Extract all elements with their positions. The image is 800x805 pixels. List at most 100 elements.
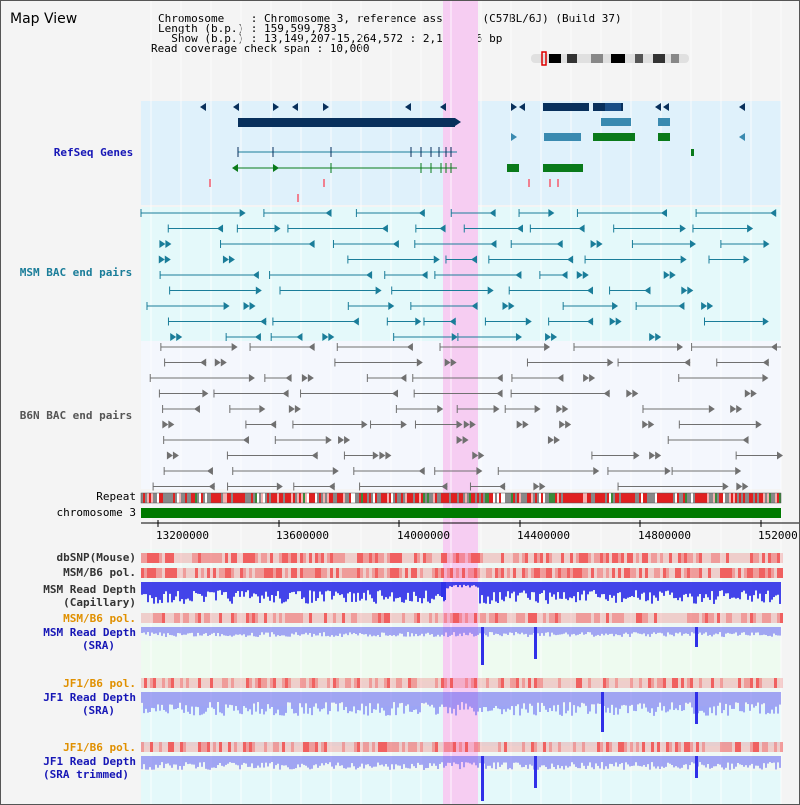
depth-bar [551,582,553,597]
pol-segment [666,568,669,578]
pol-segment [531,742,534,752]
depth-bar [189,756,191,764]
gene-arrow [516,420,523,429]
pol-segment [780,568,783,578]
depth-bar [549,627,551,637]
ideogram-band [549,54,561,63]
pol-segment [636,553,639,563]
gene-arrow [451,333,458,341]
depth-bar [425,582,427,591]
depth-bar [347,627,349,636]
depth-bar [379,627,381,637]
depth-bar [615,627,617,635]
repeat-segment [221,493,223,503]
pol-segment [363,553,366,563]
pol-segment [363,568,366,578]
depth-bar [675,627,677,633]
pol-segment [624,613,627,623]
depth-bar [475,582,477,587]
pol-segment [489,678,492,688]
depth-bar [723,692,725,711]
gene-arrow [689,240,696,248]
pol-segment [570,742,573,752]
depth-bar [435,692,437,715]
depth-bar [687,627,689,634]
pol-segment [516,742,519,752]
repeat-segment [141,493,143,503]
depth-bar [339,582,341,596]
pol-segment [201,742,204,752]
pol-segment [174,742,177,752]
repeat-segment [205,493,207,503]
pol-segment [693,678,696,688]
depth-bar [761,692,763,705]
pol-segment [267,553,270,563]
depth-bar [507,756,509,770]
pol-segment [609,568,612,578]
depth-bar [209,692,211,703]
repeat-segment [449,493,451,503]
repeat-segment [195,493,197,503]
depth-bar [475,692,477,716]
pol-segment [315,568,318,578]
pol-segment [537,553,540,563]
pol-segment [630,613,633,623]
depth-bar [285,756,287,766]
pol-segment [219,678,222,688]
depth-bar [219,756,221,763]
depth-bar [265,582,267,592]
depth-bar [437,582,439,595]
gene-arrow [249,302,256,310]
pol-segment [453,568,456,578]
depth-bar [639,692,641,704]
pol-segment [354,613,357,623]
depth-bar [439,692,441,707]
repeat-segment [521,493,523,503]
depth-bar [281,756,283,766]
depth-bar [253,692,255,704]
pol-segment [336,553,339,563]
repeat-segment [557,493,559,503]
pol-segment [495,742,498,752]
depth-bar [371,756,373,768]
gene-arrow [678,302,685,310]
gene-arrow [556,240,563,248]
depth-bar [727,627,729,633]
depth-bar [717,692,719,706]
pol-segment [504,678,507,688]
pol-segment [390,742,393,752]
depth-bar [653,582,655,596]
pol-segment [627,742,630,752]
depth-bar [237,582,239,592]
pol-segment [147,678,150,688]
pol-segment [147,553,150,563]
pol-segment [552,568,555,578]
depth-bar [605,582,607,600]
depth-bar [701,627,703,635]
depth-bar [539,582,541,594]
depth-bar [713,627,715,635]
pol-segment [399,613,402,623]
depth-bar [189,582,191,601]
depth-bar [439,627,441,637]
pol-segment [264,678,267,688]
depth-bar [711,692,713,714]
depth-bar [461,627,463,637]
depth-bar [219,627,221,637]
pol-segment [462,553,465,563]
depth-spike [481,627,484,665]
depth-bar [645,582,647,602]
pol-segment [246,678,249,688]
pol-segment [600,613,603,623]
pol-segment [705,613,708,623]
pol-segment [378,553,381,563]
depth-bar [479,582,481,604]
depth-bar [265,692,267,712]
depth-bar [249,627,251,636]
depth-bar [169,756,171,766]
repeat-segment [731,493,733,503]
pol-segment [216,568,219,578]
repeat-segment [751,493,753,503]
gene-arrow [642,420,649,429]
